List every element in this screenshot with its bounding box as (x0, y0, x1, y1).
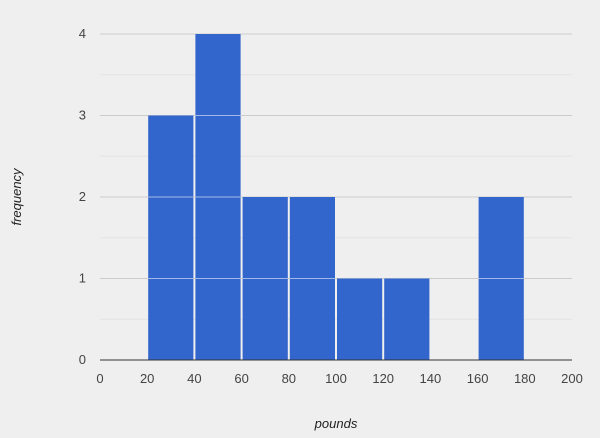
x-tick-labels: 0 20 40 60 80 100 120 140 160 180 200 (96, 371, 582, 386)
y-tick-label: 1 (79, 271, 86, 286)
y-axis-title: frequency (9, 167, 24, 226)
x-axis-title: pounds (314, 416, 358, 431)
x-tick-label: 120 (372, 371, 394, 386)
x-tick-label: 40 (187, 371, 201, 386)
x-tick-label: 80 (282, 371, 296, 386)
y-tick-label: 3 (79, 108, 86, 123)
y-tick-labels: 0 1 2 3 4 (79, 26, 86, 367)
x-tick-label: 60 (234, 371, 248, 386)
histogram-bar (384, 278, 430, 360)
y-tick-label: 0 (79, 352, 86, 367)
x-tick-label: 160 (467, 371, 489, 386)
x-tick-label: 200 (561, 371, 583, 386)
y-tick-label: 2 (79, 189, 86, 204)
histogram-bar (337, 278, 383, 360)
histogram-bar (148, 115, 194, 360)
x-tick-label: 180 (514, 371, 536, 386)
x-tick-label: 140 (420, 371, 442, 386)
y-tick-label: 4 (79, 26, 86, 41)
x-tick-label: 20 (140, 371, 154, 386)
x-tick-label: 0 (96, 371, 103, 386)
x-tick-label: 100 (325, 371, 347, 386)
bar-gridline-overlay (148, 115, 524, 279)
